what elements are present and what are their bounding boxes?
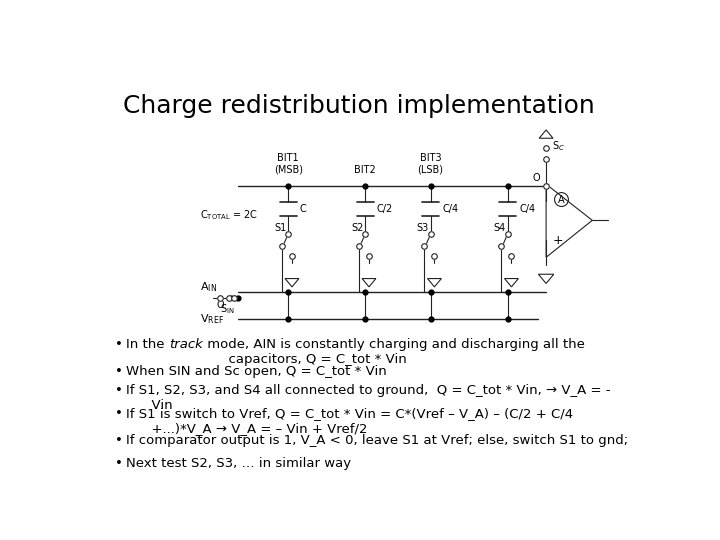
Text: •: • — [115, 457, 123, 470]
Text: S$_C$: S$_C$ — [552, 139, 565, 152]
Text: •: • — [115, 365, 123, 378]
Text: V$_{\rm REF}$: V$_{\rm REF}$ — [199, 312, 224, 326]
Text: A: A — [558, 194, 564, 205]
Text: BIT2: BIT2 — [354, 165, 376, 175]
Text: C$_{\rm TOTAL}$ = 2C: C$_{\rm TOTAL}$ = 2C — [199, 208, 258, 222]
Text: Charge redistribution implementation: Charge redistribution implementation — [122, 94, 594, 118]
Text: Next test S2, S3, … in similar way: Next test S2, S3, … in similar way — [127, 457, 351, 470]
Text: mode, AIN is constantly charging and discharging all the
      capacitors, Q = C: mode, AIN is constantly charging and dis… — [203, 338, 585, 366]
Text: A$_{\rm IN}$: A$_{\rm IN}$ — [199, 280, 217, 294]
Text: If comparator output is 1, V_A < 0, leave S1 at Vref; else, switch S1 to gnd;: If comparator output is 1, V_A < 0, leav… — [127, 434, 629, 448]
Text: C/2: C/2 — [377, 204, 393, 214]
Text: O: O — [532, 173, 540, 183]
Text: If S1 is switch to Vref, Q = C_tot * Vin = C*(Vref – V_A) – (C/2 + C/4
      +..: If S1 is switch to Vref, Q = C_tot * Vin… — [127, 408, 574, 435]
Text: C/4: C/4 — [442, 204, 458, 214]
Text: S2: S2 — [351, 222, 364, 233]
Text: •: • — [115, 408, 123, 421]
Text: In the: In the — [127, 338, 169, 351]
Text: BIT3
(LSB): BIT3 (LSB) — [418, 153, 444, 175]
Text: −: − — [552, 194, 563, 207]
Text: track: track — [169, 338, 203, 351]
Text: S1: S1 — [274, 222, 287, 233]
Text: O: O — [217, 300, 224, 310]
Text: +: + — [552, 234, 563, 247]
Text: S3: S3 — [417, 222, 429, 233]
Text: If S1, S2, S3, and S4 all connected to ground,  Q = C_tot * Vin, → V_A = -
     : If S1, S2, S3, and S4 all connected to g… — [127, 384, 611, 413]
Text: C: C — [300, 204, 307, 214]
Text: S$_{\rm IN}$: S$_{\rm IN}$ — [220, 302, 234, 316]
Text: •: • — [115, 384, 123, 397]
Text: S4: S4 — [494, 222, 506, 233]
Text: C/4: C/4 — [519, 204, 535, 214]
Text: BIT1
(MSB): BIT1 (MSB) — [274, 153, 302, 175]
Text: When SIN and Sc open, Q = C_tot * Vin: When SIN and Sc open, Q = C_tot * Vin — [127, 365, 387, 378]
Text: •: • — [115, 434, 123, 448]
Text: •: • — [115, 338, 123, 351]
